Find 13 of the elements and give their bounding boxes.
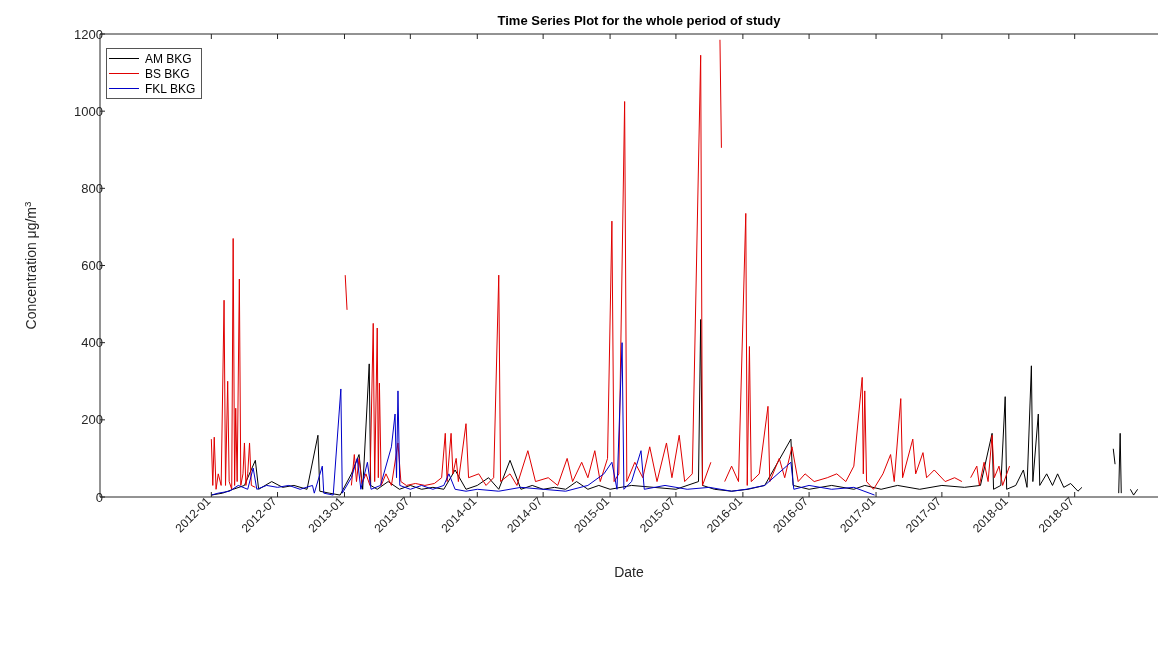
y-tick-label: 1000: [74, 103, 103, 119]
x-axis-title: Date: [614, 564, 644, 580]
y-tick-label: 400: [81, 335, 103, 351]
line-series: [210, 342, 876, 496]
chart-title: Time Series Plot for the whole period of study: [497, 13, 782, 28]
y-tick-label: 200: [81, 412, 103, 428]
y-tick-label: 1200: [74, 26, 103, 42]
y-tick-label: 0: [95, 489, 103, 505]
y-tick-label: 600: [81, 258, 103, 274]
legend-label: BS BKG: [145, 66, 190, 81]
y-tick-label: 800: [81, 180, 103, 196]
legend-label: AM BKG: [145, 51, 192, 66]
legend-label: FKL BKG: [145, 81, 196, 96]
